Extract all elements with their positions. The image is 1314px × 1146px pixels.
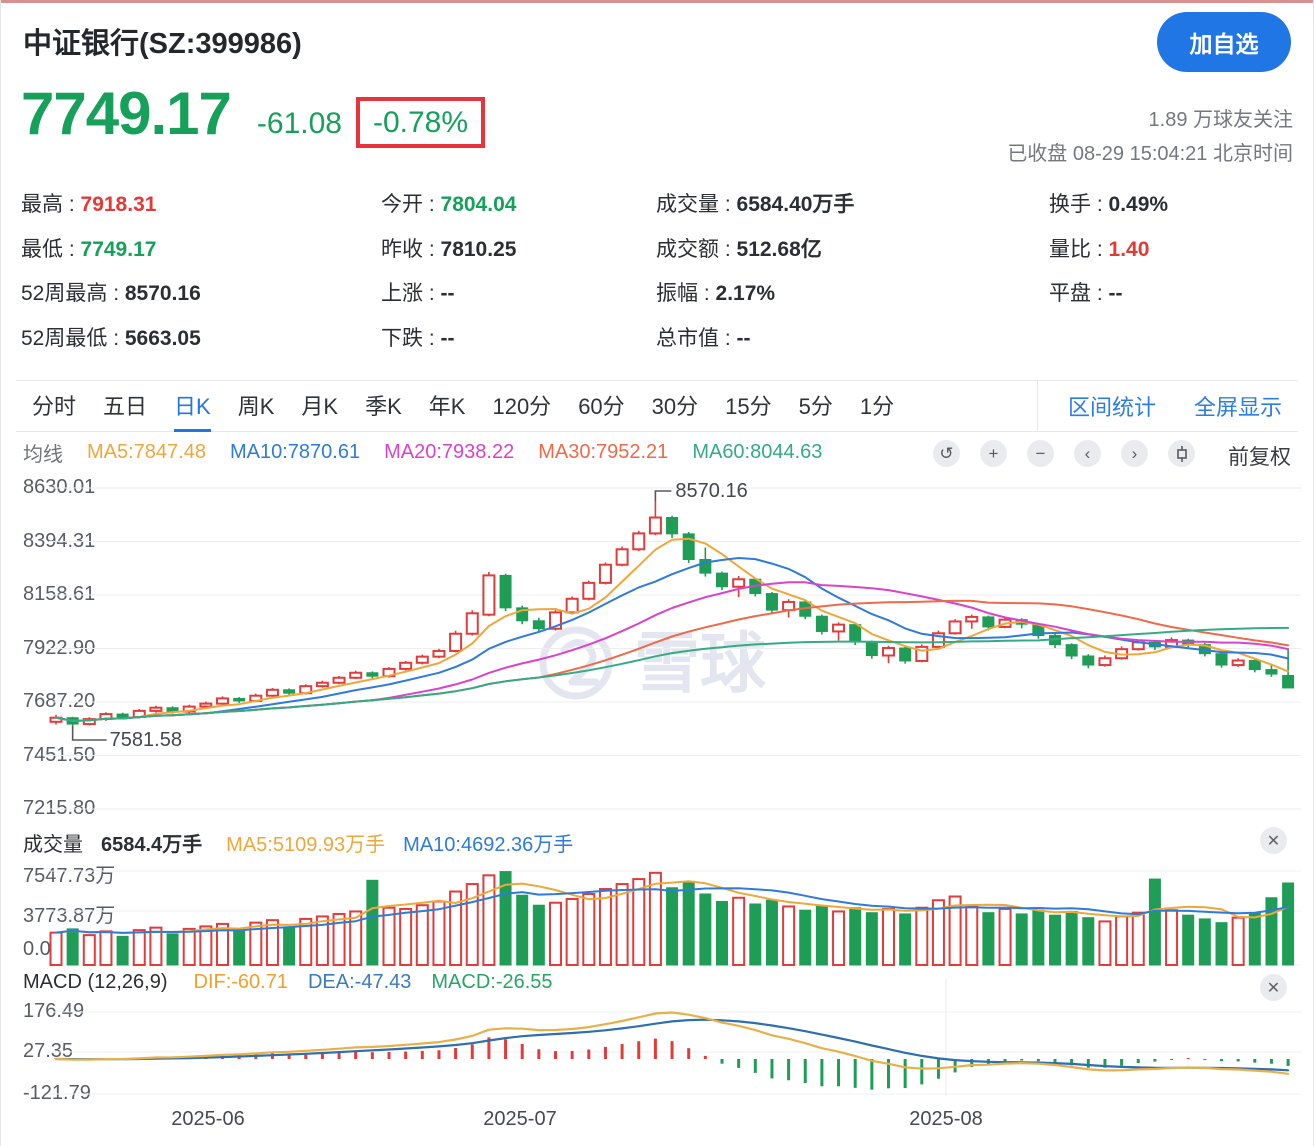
stat-2-3: 总市值 : -- xyxy=(656,326,751,350)
add-watchlist-button[interactable]: 加自选 xyxy=(1157,12,1291,72)
stat-1-1: 昨收 : 7810.25 xyxy=(381,237,517,261)
fullscreen-link[interactable]: 全屏显示 xyxy=(1193,395,1282,420)
stat-0-0: 最高 : 7918.31 xyxy=(21,193,157,216)
change-percent-highlight: -0.78% xyxy=(355,97,486,148)
candle-style-icon[interactable] xyxy=(1168,440,1195,467)
stat-3-1: 量比 : 1.40 xyxy=(1049,237,1150,261)
tab-5min[interactable]: 5分 xyxy=(798,393,833,419)
chart-area[interactable] xyxy=(1,478,1313,1108)
volume-caption: 成交量 xyxy=(23,834,83,856)
stat-0-2: 52周最高 : 8570.16 xyxy=(21,282,201,305)
ma-legend-item-0: MA5:7847.48 xyxy=(87,441,206,463)
pan-right-icon[interactable]: › xyxy=(1121,440,1148,467)
top-edge-line xyxy=(1,0,1313,3)
followers-count: 1.89 万球友关注 xyxy=(1148,109,1293,131)
price-change: -61.08 xyxy=(256,107,342,140)
tab-5day[interactable]: 五日 xyxy=(103,393,148,419)
price-axis-label-0: 8630.01 xyxy=(23,476,96,498)
volume-axis-label-1: 3773.87万 xyxy=(23,905,116,927)
volume-axis-label-0: 7547.73万 xyxy=(23,865,116,887)
chart-controls: ↺ + − ‹ › xyxy=(933,440,1195,467)
adjust-mode-dropdown[interactable]: 前复权 xyxy=(1228,446,1291,469)
tab-15min[interactable]: 15分 xyxy=(725,393,772,419)
ma-caption: 均线 xyxy=(23,444,63,466)
price-change-percent: -0.78% xyxy=(372,106,469,139)
stat-3-0: 换手 : 0.49% xyxy=(1049,193,1169,216)
volume-close-icon[interactable]: ✕ xyxy=(1260,827,1287,854)
ma-legend-item-2: MA20:7938.22 xyxy=(384,441,515,463)
macd-header: MACD (12,26,9) DIF:-60.71 DEA:-47.43 MACD:… xyxy=(23,971,553,994)
macd-legend-item-2: MACD:-26.55 xyxy=(431,971,553,993)
period-tabbar: 分时 五日 日K 周K 月K 季K 年K 120分 60分 30分 15分 5分 1分 区间统计 全屏显示 xyxy=(16,380,1298,432)
macd-caption: MACD (12,26,9) xyxy=(23,971,168,993)
stat-1-3: 下跌 : -- xyxy=(381,326,455,350)
volume-header: 成交量 6584.4万手 MA5:5109.93万手 MA10:4692.36万手 xyxy=(23,828,573,857)
volume-axis-label-2: 0.00 xyxy=(23,938,62,960)
macd-legend-item-0: DIF:-60.71 xyxy=(193,971,288,993)
low-annotation: 7581.58 xyxy=(109,729,182,751)
pan-left-icon[interactable]: ‹ xyxy=(1074,440,1101,467)
tab-30min[interactable]: 30分 xyxy=(651,393,699,419)
ma-legend-item-1: MA10:7870.61 xyxy=(229,441,361,463)
x-axis-label-2: 2025-08 xyxy=(909,1108,983,1130)
zoom-in-icon[interactable]: + xyxy=(980,440,1007,467)
price-axis-label-5: 7451.50 xyxy=(23,743,96,766)
macd-axis-label-0: 176.49 xyxy=(23,1000,85,1022)
stat-2-1: 成交额 : 512.68亿 xyxy=(656,237,822,261)
market-status: 已收盘 08-29 15:04:21 北京时间 xyxy=(1007,143,1293,165)
stat-2-0: 成交量 : 6584.40万手 xyxy=(656,193,855,216)
price-axis-label-3: 7922.90 xyxy=(23,636,96,659)
stat-0-3: 52周最低 : 5663.05 xyxy=(21,326,201,350)
stat-2-2: 振幅 : 2.17% xyxy=(656,282,776,305)
tab-weekly-k[interactable]: 周K xyxy=(237,393,275,419)
macd-legend-item-1: DEA:-47.43 xyxy=(307,971,412,993)
x-axis-label-1: 2025-07 xyxy=(483,1108,557,1130)
tab-monthly-k[interactable]: 月K xyxy=(301,393,339,419)
chart-tools: 区间统计 全屏显示 xyxy=(1036,381,1282,431)
stat-0-1: 最低 : 7749.17 xyxy=(21,237,157,261)
current-price: 7749.17 xyxy=(21,80,232,147)
price-axis-label-1: 8394.31 xyxy=(23,529,96,552)
ma-legend: 均线 MA5:7847.48 MA10:7870.61 MA20:7938.22 MA… xyxy=(23,438,822,467)
page-title: 中证银行(SZ:399986) xyxy=(23,28,302,60)
range-stats-link[interactable]: 区间统计 xyxy=(1067,395,1156,420)
tab-daily-k[interactable]: 日K xyxy=(174,380,211,432)
quote-row: 7749.17 -61.08 -0.78% xyxy=(21,80,486,148)
zoom-out-icon[interactable]: − xyxy=(1027,440,1054,467)
tab-1min[interactable]: 1分 xyxy=(859,393,895,419)
ma-legend-item-3: MA30:7952.21 xyxy=(538,441,669,463)
tab-yearly-k[interactable]: 年K xyxy=(428,393,466,419)
price-axis-label-2: 8158.61 xyxy=(23,583,96,605)
volume-ma-item-0: MA5:5109.93万手 xyxy=(226,834,386,856)
stat-3-2: 平盘 : -- xyxy=(1049,282,1123,305)
ma-legend-item-4: MA60:8044.63 xyxy=(692,441,823,463)
price-axis-label-4: 7687.20 xyxy=(23,690,96,712)
macd-close-icon[interactable]: ✕ xyxy=(1260,974,1287,1001)
tab-120min[interactable]: 120分 xyxy=(492,393,552,419)
x-axis-label-0: 2025-06 xyxy=(171,1108,245,1130)
undo-icon[interactable]: ↺ xyxy=(933,440,960,467)
tab-quarterly-k[interactable]: 季K xyxy=(365,393,402,419)
stat-1-0: 今开 : 7804.04 xyxy=(381,193,517,216)
volume-ma-item-1: MA10:4692.36万手 xyxy=(403,834,574,856)
high-annotation: 8570.16 xyxy=(675,480,748,502)
volume-value: 6584.4万手 xyxy=(101,834,203,856)
tab-60min[interactable]: 60分 xyxy=(578,393,625,419)
price-axis-label-6: 7215.80 xyxy=(23,797,96,819)
stat-1-2: 上涨 : -- xyxy=(381,282,455,305)
macd-axis-label-1: 27.35 xyxy=(23,1040,74,1062)
tab-minute[interactable]: 分时 xyxy=(32,393,77,419)
macd-axis-label-2: -121.79 xyxy=(23,1082,91,1104)
